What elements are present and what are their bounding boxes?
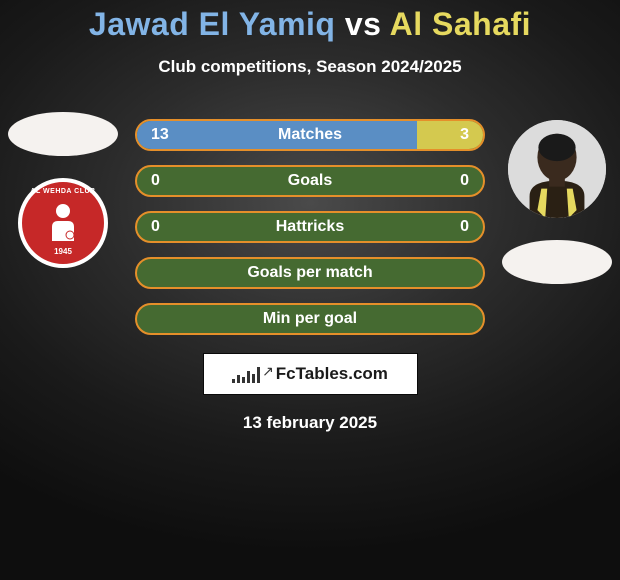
right-side-column <box>502 120 612 284</box>
stat-label: Goals per match <box>247 264 372 282</box>
club-badge-year: 1945 <box>54 247 72 256</box>
stats-container: 13 3 Matches 0 0 Goals 0 0 Hattricks Goals per ma… <box>135 119 485 335</box>
stat-value-right: 0 <box>460 218 469 236</box>
club-badge-text: AL WEHDA CLUB <box>30 188 95 195</box>
subtitle: Club competitions, Season 2024/2025 <box>0 57 620 77</box>
stat-label: Goals <box>288 172 332 190</box>
player1-placeholder-icon <box>8 112 118 156</box>
player2-photo <box>508 120 606 218</box>
stat-row: 13 3 Matches <box>135 119 485 151</box>
page-title: Jawad El Yamiq vs Al Sahafi <box>0 6 620 43</box>
vs-text: vs <box>345 6 382 42</box>
stat-row: Goals per match <box>135 257 485 289</box>
player2-name: Al Sahafi <box>390 6 531 42</box>
stat-row: Min per goal <box>135 303 485 335</box>
player2-club-placeholder-icon <box>502 240 612 284</box>
arrow-icon: ↗ <box>262 363 274 380</box>
stat-value-left: 13 <box>151 126 169 144</box>
stat-row: 0 0 Goals <box>135 165 485 197</box>
stat-row: 0 0 Hattricks <box>135 211 485 243</box>
date-text: 13 february 2025 <box>0 413 620 433</box>
content-wrapper: Jawad El Yamiq vs Al Sahafi Club competi… <box>0 0 620 433</box>
stat-label: Min per goal <box>263 310 357 328</box>
stat-value-right: 0 <box>460 172 469 190</box>
stat-fill-right <box>417 121 483 149</box>
stat-label: Matches <box>278 126 342 144</box>
bar-chart-icon <box>232 365 260 383</box>
stat-value-left: 0 <box>151 172 160 190</box>
player1-club-badge: AL WEHDA CLUB 1945 <box>18 178 108 268</box>
brand-text: FcTables.com <box>276 364 388 384</box>
club-badge-player-icon <box>46 201 80 246</box>
stat-value-right: 3 <box>460 126 469 144</box>
stat-label: Hattricks <box>276 218 344 236</box>
stat-value-left: 0 <box>151 218 160 236</box>
fctables-brand-box: ↗ FcTables.com <box>203 353 418 395</box>
left-side-column: AL WEHDA CLUB 1945 <box>8 112 118 268</box>
player1-name: Jawad El Yamiq <box>89 6 336 42</box>
